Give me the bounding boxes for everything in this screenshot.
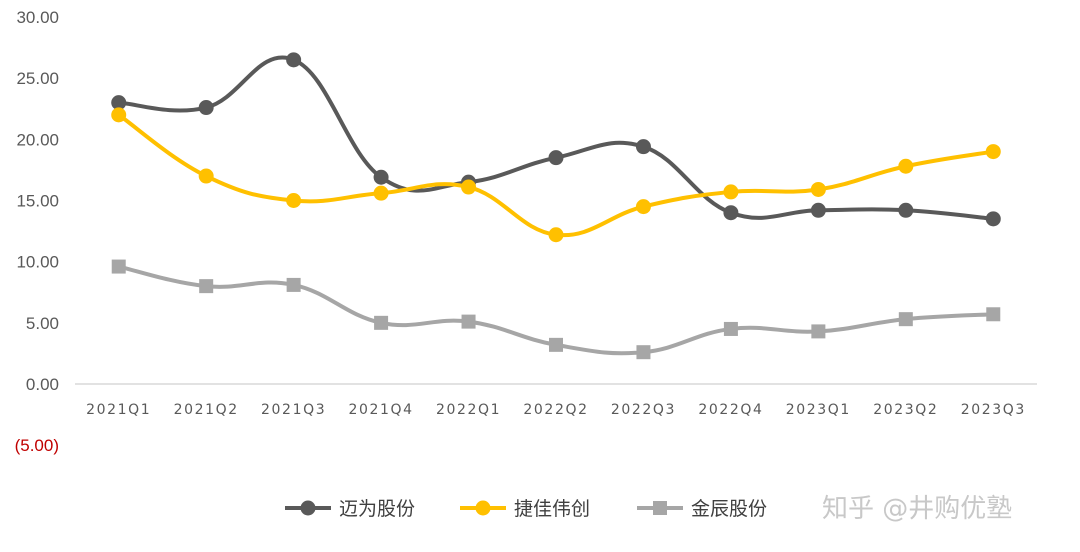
data-point-marker xyxy=(985,144,1001,160)
legend-marker xyxy=(300,500,316,516)
data-point-marker xyxy=(723,321,738,336)
x-tick-label: 2022Q3 xyxy=(611,402,676,418)
x-tick-label: 2021Q1 xyxy=(86,402,151,418)
legend-item: 迈为股份 xyxy=(285,498,415,520)
data-point-marker xyxy=(986,307,1001,322)
data-point-marker xyxy=(461,179,477,195)
x-tick-label: 2023Q2 xyxy=(873,402,938,418)
legend-item: 捷佳伟创 xyxy=(460,498,590,520)
data-point-marker xyxy=(111,95,127,111)
data-point-marker xyxy=(723,205,739,221)
data-point-marker xyxy=(635,199,651,215)
data-point-marker xyxy=(286,277,301,292)
data-point-marker xyxy=(111,259,126,274)
data-point-marker xyxy=(549,337,563,352)
y-tick-label: (5.00) xyxy=(15,436,59,455)
data-point-marker xyxy=(810,181,826,197)
data-point-marker xyxy=(374,315,389,330)
data-point-marker xyxy=(199,279,214,294)
series-layer xyxy=(111,52,1001,360)
y-tick-label: 20.00 xyxy=(16,130,59,149)
legend-label: 迈为股份 xyxy=(339,498,415,520)
x-tick-label: 2023Q1 xyxy=(786,402,851,418)
data-point-marker xyxy=(723,184,739,200)
data-point-marker xyxy=(373,169,389,185)
y-tick-label: 15.00 xyxy=(16,192,59,211)
x-tick-label: 2022Q1 xyxy=(436,402,501,418)
series-line xyxy=(116,112,996,238)
data-point-marker xyxy=(898,312,913,327)
legend-marker xyxy=(475,500,491,516)
x-tick-label: 2023Q3 xyxy=(961,402,1026,418)
data-point-marker xyxy=(898,202,914,218)
series-1 xyxy=(111,52,1001,227)
series-3 xyxy=(111,259,1001,360)
data-point-marker xyxy=(548,150,564,166)
legend-marker xyxy=(653,501,667,515)
data-point-marker xyxy=(373,185,389,201)
y-axis-ticks: (5.00) 0.00 5.00 10.00 15.00 20.00 25.00 30.00 xyxy=(15,8,59,455)
data-point-marker xyxy=(985,211,1001,227)
data-point-marker xyxy=(461,314,476,329)
x-axis-ticks: 2021Q1 2021Q2 2021Q3 2021Q4 2022Q1 2022Q2 2022… xyxy=(86,402,1026,418)
legend-label: 金辰股份 xyxy=(691,498,767,520)
data-point-marker xyxy=(111,107,127,123)
series-2 xyxy=(111,107,1001,243)
y-tick-label: 5.00 xyxy=(26,314,59,333)
legend-item: 金辰股份 xyxy=(637,498,767,520)
data-point-marker xyxy=(636,345,651,360)
x-tick-label: 2022Q4 xyxy=(698,402,763,418)
data-point-marker xyxy=(198,100,214,116)
watermark-text: 知乎 @井购优塾 xyxy=(822,494,1012,524)
x-tick-label: 2022Q2 xyxy=(523,402,588,418)
x-tick-label: 2021Q3 xyxy=(261,402,326,418)
y-tick-label: 10.00 xyxy=(16,253,59,272)
data-point-marker xyxy=(286,52,302,68)
y-tick-label: 25.00 xyxy=(16,69,59,88)
legend: 迈为股份 捷佳伟创 金辰股份 xyxy=(285,498,767,520)
legend-label: 捷佳伟创 xyxy=(514,498,590,520)
data-point-marker xyxy=(811,324,826,339)
data-point-marker xyxy=(548,227,564,243)
x-tick-label: 2021Q4 xyxy=(349,402,414,418)
series-line xyxy=(116,55,996,221)
data-point-marker xyxy=(810,202,826,218)
data-point-marker xyxy=(898,158,914,174)
x-tick-label: 2021Q2 xyxy=(174,402,239,418)
y-tick-label: 30.00 xyxy=(16,8,59,27)
data-point-marker xyxy=(286,193,302,208)
data-point-marker xyxy=(198,168,214,184)
y-tick-label: 0.00 xyxy=(26,375,59,394)
data-point-marker xyxy=(635,139,651,155)
